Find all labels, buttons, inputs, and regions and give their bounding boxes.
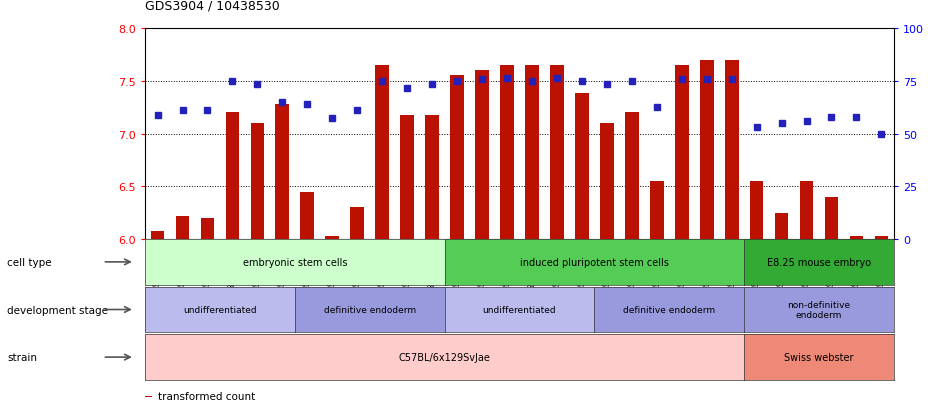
Bar [600,124,614,240]
Bar [874,236,888,240]
Bar [350,208,364,240]
Bar [176,216,189,240]
Bar [799,182,813,240]
Bar [525,66,539,240]
Text: development stage: development stage [7,305,108,315]
Bar [500,66,514,240]
Bar [450,76,464,240]
Bar [401,115,414,240]
Text: cell type: cell type [7,257,51,267]
Bar [700,60,713,240]
Bar [575,94,589,240]
Bar [550,66,563,240]
Bar [675,66,689,240]
Bar [200,218,214,240]
Text: undifferentiated: undifferentiated [483,305,556,314]
Bar [625,113,638,240]
Bar [724,60,739,240]
Text: Swiss webster: Swiss webster [784,352,854,362]
Bar [226,113,240,240]
Bar [375,66,389,240]
Text: strain: strain [7,352,37,362]
Bar [850,236,863,240]
Bar [475,71,489,240]
Text: transformed count: transformed count [158,392,256,401]
Bar [825,197,839,240]
Bar [151,231,165,240]
Text: definitive endoderm: definitive endoderm [324,305,416,314]
Bar [145,396,153,397]
Bar [326,236,339,240]
Text: non-definitive
endoderm: non-definitive endoderm [787,300,851,319]
Bar [251,124,264,240]
Text: E8.25 mouse embryo: E8.25 mouse embryo [767,257,871,267]
Text: embryonic stem cells: embryonic stem cells [242,257,347,267]
Bar [650,182,664,240]
Bar [425,115,439,240]
Bar [300,192,314,240]
Bar [750,182,764,240]
Text: definitive endoderm: definitive endoderm [623,305,715,314]
Bar [775,213,788,240]
Text: C57BL/6x129SvJae: C57BL/6x129SvJae [399,352,490,362]
Bar [275,105,289,240]
Text: GDS3904 / 10438530: GDS3904 / 10438530 [145,0,280,12]
Text: induced pluripotent stem cells: induced pluripotent stem cells [519,257,669,267]
Text: undifferentiated: undifferentiated [183,305,256,314]
